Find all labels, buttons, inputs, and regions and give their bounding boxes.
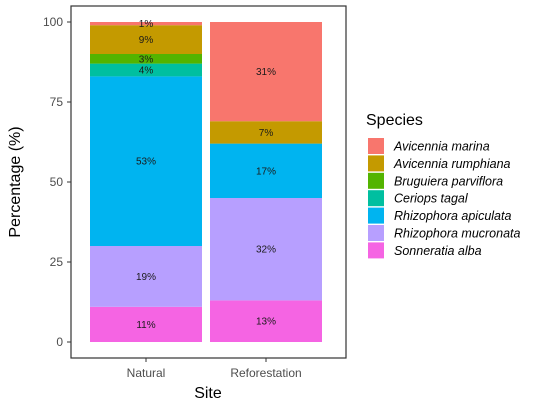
y-tick-label: 0	[56, 335, 63, 349]
legend-label-rhizophora-apiculata: Rhizophora apiculata	[394, 209, 511, 223]
legend-swatch-bruguiera-parviflora	[368, 172, 384, 189]
segment-labels-layer: 11% 19% 53% 4%3% 9% 1% 13% 32% 17% 7% 31%	[136, 19, 276, 331]
legend-label-bruguiera-parviflora: Bruguiera parviflora	[394, 174, 503, 188]
segment-label-reforestation-sonneratia-alba: 13%	[256, 317, 276, 328]
segment-label-natural-avicennia-marina: 1%	[139, 19, 154, 30]
legend: Species Avicennia marina Avicennia rumphi…	[366, 112, 521, 259]
x-tick-label-natural: Natural	[127, 366, 166, 380]
bar-segment-natural-sonneratia-alba	[90, 306, 202, 342]
x-axis: Natural Reforestation	[127, 358, 302, 380]
legend-label-avicennia-rumphiana: Avicennia rumphiana	[393, 157, 511, 171]
bars-layer	[90, 22, 322, 342]
legend-label-ceriops-tagal: Ceriops tagal	[394, 192, 469, 206]
legend-swatch-ceriops-tagal	[368, 190, 384, 207]
segment-label-natural-rhizophora-apiculata: 53%	[136, 157, 156, 168]
segment-label-natural-rhizophora-mucronata: 19%	[136, 272, 156, 283]
legend-swatch-avicennia-marina	[368, 138, 384, 154]
x-tick-label-reforestation: Reforestation	[230, 366, 301, 380]
segment-label-natural-avicennia-rumphiana: 9%	[139, 35, 154, 46]
bar-segment-natural-avicennia-marina	[90, 22, 202, 26]
segment-label-reforestation-avicennia-marina: 31%	[256, 67, 276, 78]
y-tick-label: 25	[50, 255, 64, 269]
bar-segment-natural-ceriops-tagal	[90, 63, 202, 77]
bar-segment-reforestation-rhizophora-apiculata	[210, 143, 322, 198]
legend-swatch-sonneratia-alba	[368, 242, 384, 259]
segment-label-natural-bruguiera-parviflora: 3%	[139, 54, 154, 65]
y-tick-label: 50	[50, 175, 64, 189]
y-tick-label: 100	[43, 15, 63, 29]
legend-label-avicennia-marina: Avicennia marina	[393, 140, 490, 154]
segment-label-natural-sonneratia-alba: 11%	[136, 320, 155, 331]
x-axis-title: Site	[194, 385, 222, 402]
bar-segment-reforestation-sonneratia-alba	[210, 300, 322, 342]
segment-label-reforestation-rhizophora-mucronata: 32%	[256, 245, 276, 256]
bar-segment-natural-rhizophora-apiculata	[90, 76, 202, 247]
y-axis-title: Percentage (%)	[7, 126, 24, 237]
legend-title: Species	[366, 112, 423, 129]
bar-segment-natural-bruguiera-parviflora	[90, 54, 202, 64]
bar-segment-reforestation-avicennia-marina	[210, 22, 322, 122]
segment-label-natural-ceriops-tagal: 4%	[139, 66, 154, 77]
legend-swatch-avicennia-rumphiana	[368, 155, 384, 172]
segment-label-reforestation-avicennia-rumphiana: 7%	[259, 128, 274, 139]
legend-label-sonneratia-alba: Sonneratia alba	[394, 244, 482, 258]
bar-segment-natural-avicennia-rumphiana	[90, 25, 202, 54]
bar-segment-natural-rhizophora-mucronata	[90, 246, 202, 307]
y-tick-label: 75	[50, 95, 64, 109]
legend-swatch-rhizophora-mucronata	[368, 225, 384, 241]
bar-segment-reforestation-rhizophora-mucronata	[210, 198, 322, 301]
legend-items: Avicennia marina Avicennia rumphiana Brugu…	[368, 138, 521, 259]
legend-label-rhizophora-mucronata: Rhizophora mucronata	[394, 227, 521, 241]
y-axis: 0 25 50 75 100	[43, 15, 71, 349]
bar-segment-reforestation-avicennia-rumphiana	[210, 121, 322, 144]
legend-swatch-rhizophora-apiculata	[368, 207, 384, 224]
segment-label-reforestation-rhizophora-apiculata: 17%	[256, 166, 276, 177]
